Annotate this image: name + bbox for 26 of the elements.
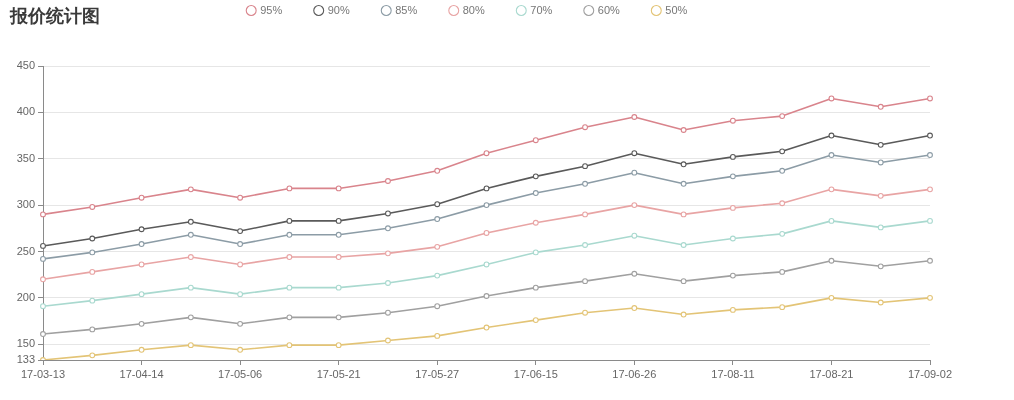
- legend-label: 50%: [665, 3, 688, 16]
- legend-label: 90%: [327, 3, 350, 16]
- legend-label: 85%: [395, 3, 418, 16]
- y-tick-label: 133: [16, 353, 35, 366]
- x-tick-label: 17-05-27: [415, 367, 460, 380]
- x-tick-label: 17-04-14: [119, 367, 164, 380]
- chart-title: 报价统计图: [10, 5, 100, 28]
- y-tick-label: 300: [16, 198, 35, 211]
- y-tick-label: 450: [16, 59, 35, 72]
- legend-label: 95%: [260, 3, 283, 16]
- y-tick-label: 200: [16, 290, 35, 303]
- x-tick-label: 17-08-11: [711, 367, 755, 380]
- x-tick-label: 17-06-26: [612, 367, 657, 380]
- x-tick-label: 17-05-21: [316, 367, 361, 380]
- legend-label: 80%: [462, 3, 485, 16]
- y-tick-label: 250: [16, 244, 35, 257]
- y-tick-label: 350: [16, 151, 35, 164]
- x-tick-label: 17-08-21: [809, 367, 854, 380]
- x-tick-label: 17-05-06: [218, 367, 263, 380]
- legend-label: 70%: [530, 3, 553, 16]
- y-tick-label: 400: [16, 105, 35, 118]
- x-tick-label: 17-09-02: [907, 367, 953, 380]
- x-tick-label: 17-03-13: [20, 367, 66, 380]
- y-tick-label: 150: [16, 337, 35, 350]
- legend-label: 60%: [597, 3, 621, 16]
- x-tick-label: 17-06-15: [513, 367, 558, 380]
